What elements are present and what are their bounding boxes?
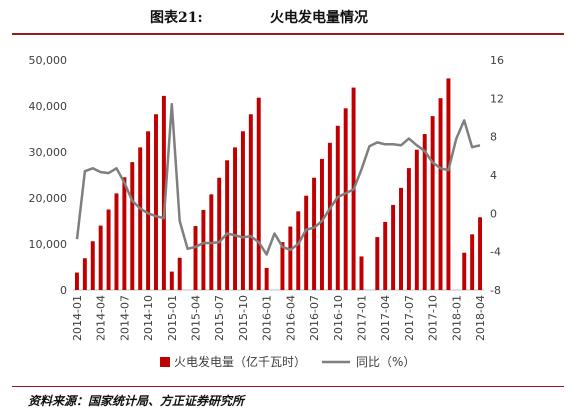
- bar: [391, 204, 396, 290]
- bar: [217, 177, 222, 290]
- legend-label-bar: 火电发电量（亿千瓦时）: [174, 354, 306, 369]
- bar: [312, 177, 317, 290]
- bar: [414, 149, 419, 290]
- bar: [470, 234, 475, 290]
- bar: [169, 271, 174, 290]
- y-left-tick-label: 0: [60, 284, 67, 297]
- bar: [256, 97, 261, 290]
- bar: [478, 217, 483, 290]
- bar: [138, 147, 143, 290]
- bar: [177, 257, 182, 290]
- bar: [90, 241, 95, 290]
- bar: [462, 252, 467, 290]
- x-tick-label: 2017-10: [427, 295, 440, 341]
- chart: 0 10,000 20,000 30,000 40,000 50,000 -8 -4 0 4 8 12…: [29, 54, 505, 369]
- bar: [343, 108, 348, 290]
- bar: [446, 78, 451, 291]
- y-left-tick-label: 30,000: [29, 146, 68, 159]
- bar: [154, 114, 158, 290]
- figure-header: 图表21: 火电发电量情况: [0, 0, 574, 34]
- source-note: 资料来源：国家统计局、方正证券研究所: [28, 394, 245, 408]
- bar: [438, 98, 443, 291]
- bar: [122, 177, 127, 290]
- x-tick-label: 2018-04: [474, 295, 487, 341]
- x-tick-label: 2015-10: [237, 295, 250, 341]
- x-tick-label: 2016-04: [284, 295, 297, 341]
- y-right-tick-label: 16: [490, 54, 504, 67]
- bar: [225, 160, 230, 290]
- bar: [406, 168, 411, 290]
- figure-title: 火电发电量情况: [270, 10, 368, 26]
- y-right-tick-label: 8: [490, 131, 497, 144]
- bar: [304, 195, 309, 290]
- bar: [248, 114, 253, 290]
- x-tick-label: 2018-01: [450, 295, 463, 341]
- bar: [240, 131, 245, 290]
- bar: [82, 258, 87, 290]
- bar: [193, 226, 198, 290]
- y-right-tick-label: -8: [490, 284, 501, 297]
- x-tick-label: 2014-07: [118, 295, 131, 341]
- bar: [383, 221, 388, 290]
- bar: [106, 209, 111, 290]
- y-left-tick-label: 50,000: [29, 54, 68, 67]
- y-left-tick-label: 20,000: [29, 192, 68, 205]
- x-tick-label: 2014-01: [71, 295, 84, 341]
- x-tick-label: 2015-07: [213, 295, 226, 341]
- bar: [130, 162, 135, 290]
- x-tick-label: 2016-07: [308, 295, 321, 341]
- x-tick-label: 2017-01: [355, 295, 368, 341]
- figure-number: 图表21:: [150, 10, 203, 26]
- bar: [161, 95, 166, 290]
- bar: [422, 134, 427, 290]
- bar: [296, 211, 301, 290]
- x-tick-label: 2015-04: [190, 295, 203, 341]
- x-tick-label: 2015-01: [166, 295, 179, 341]
- x-tick-label: 2017-04: [379, 295, 392, 341]
- bar: [201, 209, 206, 290]
- bar: [264, 267, 269, 290]
- footer-rule: [12, 386, 564, 387]
- bar: [114, 193, 119, 290]
- bar: [375, 237, 380, 290]
- y-left-tick-label: 40,000: [29, 100, 68, 113]
- bar: [74, 272, 79, 290]
- bar: [280, 242, 285, 290]
- x-tick-label: 2016-01: [261, 295, 274, 341]
- y-right-tick-label: 4: [490, 169, 497, 182]
- y-right-tick-label: -4: [490, 246, 501, 259]
- x-tick-label: 2017-07: [403, 295, 416, 341]
- x-tick-label: 2016-10: [332, 295, 345, 341]
- x-tick-label: 2014-04: [95, 295, 108, 341]
- bar: [430, 116, 435, 291]
- y-left-tick-label: 10,000: [29, 238, 68, 251]
- bar: [146, 131, 151, 290]
- legend-swatch-bar: [160, 357, 170, 367]
- header-rule: [12, 33, 564, 35]
- bar: [335, 125, 340, 290]
- bar: [288, 226, 293, 290]
- bar: [98, 225, 103, 290]
- bar: [233, 147, 238, 290]
- bar: [359, 256, 364, 290]
- x-tick-label: 2014-10: [142, 295, 155, 341]
- y-right-tick-label: 12: [490, 92, 504, 105]
- legend-label-line: 同比（%）: [356, 355, 415, 369]
- bar: [399, 187, 403, 290]
- series-line-yoy: [75, 102, 481, 256]
- bar: [319, 158, 324, 290]
- y-right-tick-label: 0: [490, 207, 497, 220]
- bar: [327, 142, 332, 290]
